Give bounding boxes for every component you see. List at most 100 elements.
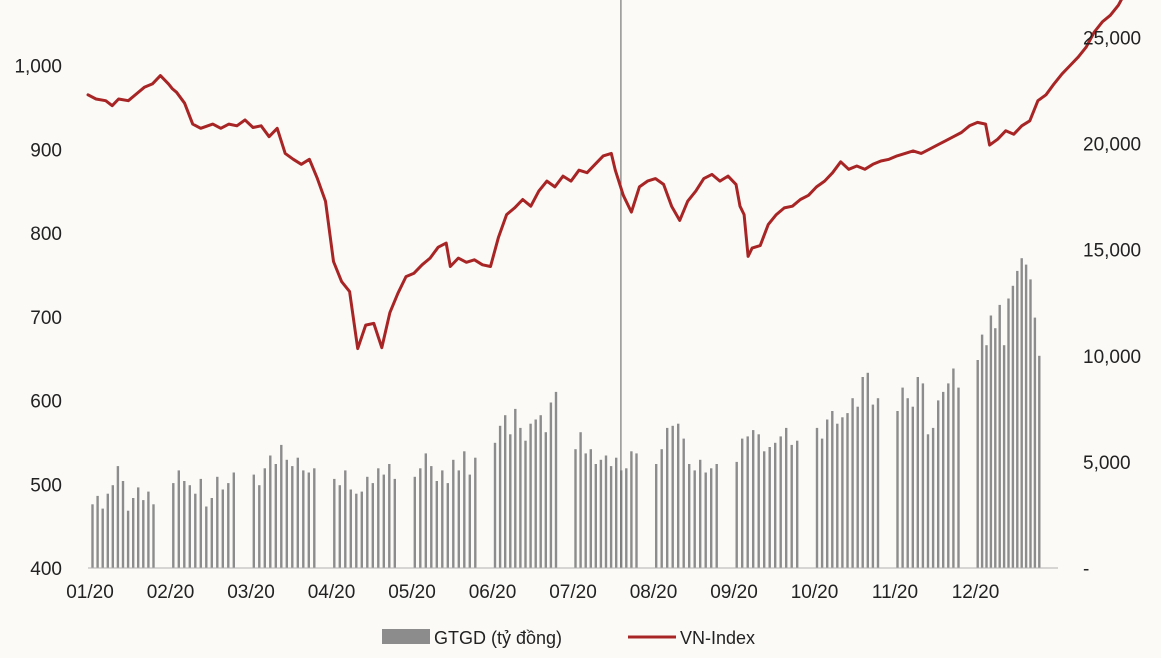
volume-bar (942, 391, 945, 568)
volume-bar (1020, 258, 1023, 568)
x-axis-tick-label: 07/20 (549, 582, 597, 603)
volume-bar (360, 491, 363, 568)
x-axis-tick-label: 09/20 (710, 582, 758, 603)
volume-bar (901, 387, 904, 568)
volume-bar (183, 481, 186, 568)
volume-bar (188, 485, 191, 568)
volume-bar (604, 455, 608, 568)
volume-bar (1007, 298, 1010, 568)
volume-bar (338, 485, 341, 568)
volume-bar (1029, 279, 1032, 568)
volume-bar (994, 328, 997, 568)
volume-bar (91, 504, 94, 568)
volume-bar (263, 468, 266, 568)
volume-bar (280, 444, 283, 568)
volume-bar (452, 459, 455, 568)
volume-bar (1016, 270, 1019, 568)
volume-bar (926, 434, 930, 568)
volume-bar (457, 470, 460, 568)
volume-bar (911, 406, 914, 568)
volume-bar (836, 423, 839, 568)
volume-bar (625, 468, 628, 568)
volume-bar (549, 402, 553, 568)
volume-bar (529, 423, 532, 568)
volume-bar (584, 453, 587, 568)
volume-bar (210, 498, 213, 568)
volume-bar (524, 440, 527, 568)
volume-bar (221, 489, 224, 568)
volume-bar (851, 398, 854, 568)
volume-bar (952, 368, 955, 568)
volume-bar (866, 372, 869, 568)
volume-bar (957, 387, 960, 568)
volume-bar (630, 451, 633, 568)
volume-bar (921, 383, 925, 568)
volume-bar (519, 427, 522, 568)
volume-bar (121, 481, 125, 568)
volume-bar (377, 468, 380, 568)
volume-bar (534, 419, 537, 568)
x-axis-ticks: 01/20 02/20 03/20 04/20 05/20 06/20 07/20 08/20… (66, 582, 999, 603)
right-axis-ticks: - 5,000 10,000 15,000 20,000 25,000 (1083, 29, 1141, 581)
volume-bar (985, 345, 988, 568)
volume-bar (504, 415, 507, 568)
left-axis-tick-label: 800 (30, 224, 62, 245)
volume-bar (666, 427, 669, 568)
left-axis-tick-label: 600 (30, 392, 62, 413)
volume-bar (446, 483, 449, 568)
volume-bar (677, 423, 680, 568)
volume-bar (101, 508, 104, 568)
volume-bar (96, 495, 99, 568)
right-axis-tick-label: 20,000 (1083, 135, 1141, 156)
volume-bar (199, 478, 202, 568)
volume-bar (710, 468, 713, 568)
right-axis-tick-label: 10,000 (1083, 347, 1141, 368)
x-axis-tick-label: 11/20 (872, 582, 918, 603)
volume-bar (699, 459, 702, 568)
volume-bar (906, 398, 909, 568)
volume-bar (126, 510, 130, 568)
volume-bar (419, 468, 422, 568)
volume-bar (688, 464, 691, 568)
volume-bar (916, 377, 919, 568)
volume-bar (931, 427, 935, 568)
volume-bar (1002, 345, 1006, 568)
volume-bar (589, 449, 592, 568)
volume-bar (544, 432, 547, 568)
legend-label-vnindex: VN-Index (680, 628, 755, 648)
volume-bar (735, 461, 738, 568)
x-axis-tick-label: 03/20 (227, 582, 275, 603)
volume-bar (779, 436, 782, 568)
volume-bar (435, 481, 438, 568)
legend: GTGD (tỷ đồng) VN-Index (382, 628, 755, 648)
volume-bar (371, 483, 374, 568)
volume-bar (704, 472, 707, 568)
volume-bar (333, 478, 336, 568)
volume-bar (635, 453, 638, 568)
volume-bar (768, 447, 771, 568)
legend-label-gtgd: GTGD (tỷ đồng) (434, 628, 562, 648)
volume-bar (574, 449, 577, 568)
volume-bar (796, 440, 799, 568)
volume-bar (693, 470, 696, 568)
volume-bar (424, 453, 427, 568)
x-axis-tick-label: 06/20 (469, 582, 517, 603)
volume-bar (1038, 355, 1041, 568)
x-axis-tick-label: 02/20 (147, 582, 195, 603)
volume-bar (741, 438, 744, 568)
volume-bar (313, 468, 316, 568)
volume-bar (539, 415, 542, 568)
volume-bar (785, 427, 788, 568)
left-axis-tick-label: 500 (30, 475, 62, 496)
x-axis-tick-label: 01/20 (66, 582, 114, 603)
volume-bar (388, 464, 391, 568)
volume-bar (660, 449, 663, 568)
volume-bar (142, 500, 145, 568)
volume-bar (937, 400, 940, 568)
volume-bar (111, 485, 114, 568)
volume-bar (790, 444, 793, 568)
volume-bar (594, 464, 597, 568)
volume-bar (554, 391, 558, 568)
